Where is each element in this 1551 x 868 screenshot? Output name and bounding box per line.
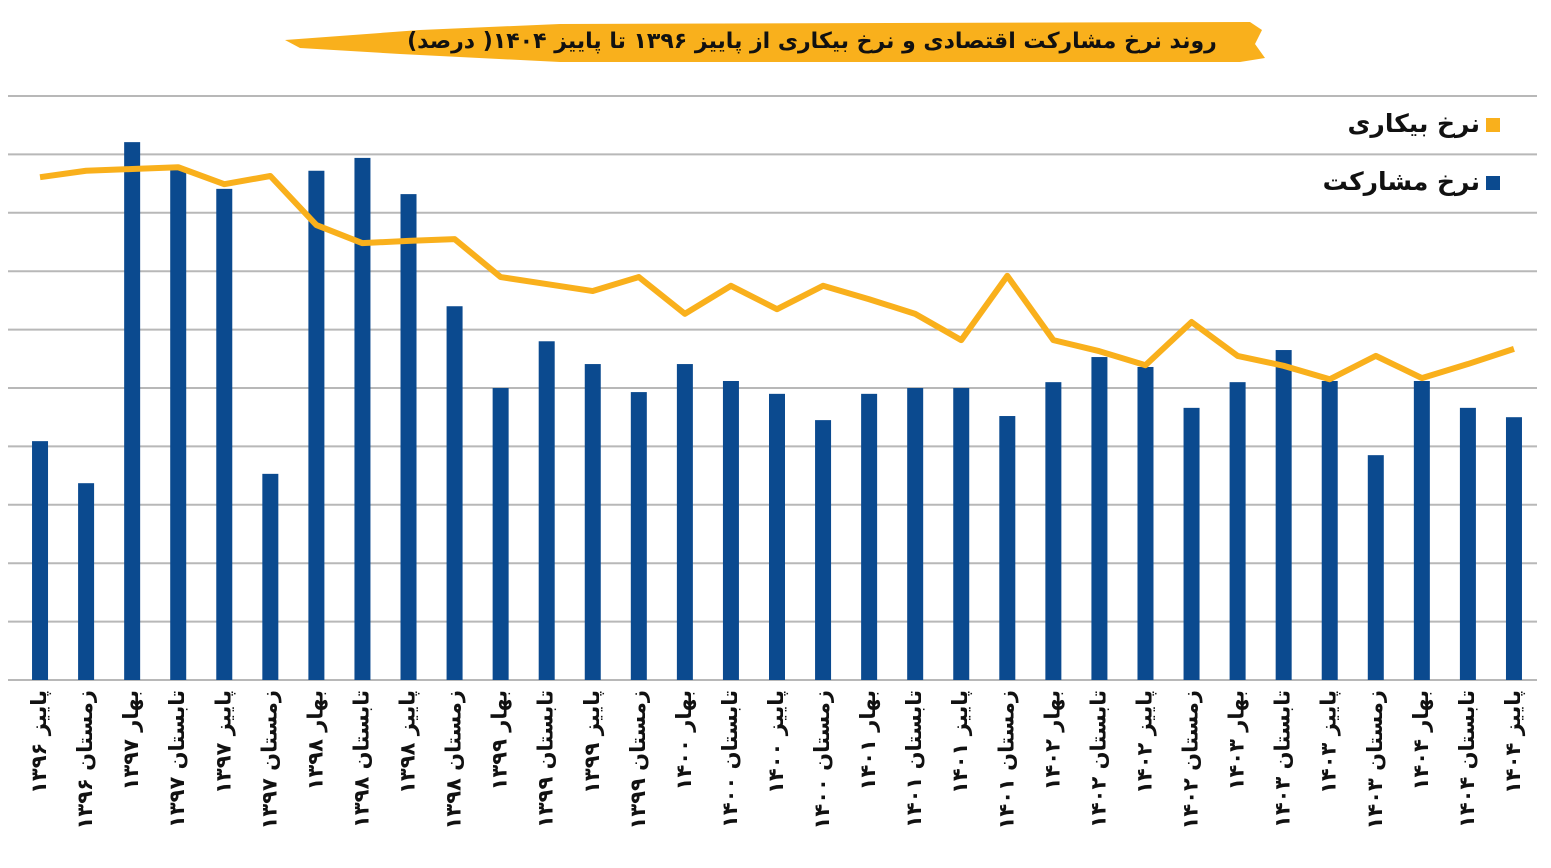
bar xyxy=(354,157,371,681)
bar xyxy=(262,473,279,680)
bar xyxy=(1091,357,1108,680)
title-banner xyxy=(285,22,1265,62)
bar xyxy=(1367,455,1384,680)
x-tick-label: زمستان ۱۳۹۶ xyxy=(73,690,97,829)
x-tick-label: پاییز ۱۳۹۹ xyxy=(580,690,604,794)
bar xyxy=(216,188,233,680)
x-tick-label: پاییز ۱۳۹۸ xyxy=(396,690,420,794)
bar xyxy=(1321,380,1338,680)
bar xyxy=(769,393,785,680)
bar xyxy=(124,142,141,681)
bar xyxy=(400,194,417,680)
x-tick-label: زمستان ۱۴۰۰ xyxy=(810,690,834,829)
bar xyxy=(999,416,1016,680)
x-tick-label: پاییز ۱۴۰۱ xyxy=(948,690,972,794)
x-tick-label: بهار ۱۴۰۰ xyxy=(672,690,696,790)
bar xyxy=(308,170,325,680)
x-tick-label: تابستان ۱۴۰۳ xyxy=(1271,690,1295,828)
x-tick-label: پاییز ۱۴۰۴ xyxy=(1501,690,1525,794)
bar xyxy=(538,341,555,680)
x-tick-label: تابستان ۱۴۰۴ xyxy=(1455,690,1479,828)
bar xyxy=(1275,350,1292,680)
x-tick-label: بهار ۱۴۰۲ xyxy=(1040,690,1064,790)
bar xyxy=(1413,380,1430,680)
bar xyxy=(861,393,878,680)
x-tick-label: بهار ۱۳۹۹ xyxy=(488,690,512,790)
x-tick-label: بهار ۱۳۹۷ xyxy=(119,690,143,790)
bar xyxy=(1137,366,1154,680)
x-tick-label: زمستان ۱۳۹۸ xyxy=(442,690,466,829)
line xyxy=(39,164,1515,383)
legend-swatch xyxy=(1486,176,1500,190)
bar xyxy=(907,388,924,680)
x-tick-label: زمستان ۱۴۰۲ xyxy=(1179,690,1203,829)
x-tick-label: تابستان ۱۴۰۱ xyxy=(902,690,926,828)
x-tick-label: پاییز ۱۴۰۲ xyxy=(1132,690,1156,794)
bar xyxy=(1229,382,1246,680)
bar xyxy=(815,420,832,680)
bar xyxy=(676,364,693,680)
bar xyxy=(32,441,49,680)
x-tick-label: بهار ۱۴۰۱ xyxy=(856,690,880,790)
bar xyxy=(584,364,601,680)
x-tick-label: تابستان ۱۳۹۷ xyxy=(165,690,189,828)
x-tick-label: بهار ۱۴۰۳ xyxy=(1225,690,1249,790)
x-tick-label: بهار ۱۳۹۸ xyxy=(303,690,327,790)
x-tick-label: تابستان ۱۳۹۸ xyxy=(349,690,373,828)
x-tick-label: زمستان ۱۴۰۱ xyxy=(994,690,1018,829)
x-tick-label: پاییز ۱۳۹۶ xyxy=(27,690,51,794)
x-tick-label: تابستان ۱۳۹۹ xyxy=(534,690,558,828)
bar xyxy=(1459,407,1476,680)
x-tick-label: زمستان ۱۳۹۷ xyxy=(257,690,281,829)
bar xyxy=(722,380,739,680)
bar xyxy=(78,483,95,680)
bar xyxy=(446,306,463,680)
x-tick-label: بهار ۱۴۰۴ xyxy=(1409,690,1433,790)
legend-label: نرخ مشارکت xyxy=(1323,167,1480,197)
x-tick-label: تابستان ۱۴۰۰ xyxy=(718,690,742,828)
x-tick-label: زمستان ۱۳۹۹ xyxy=(626,690,650,829)
bar xyxy=(1183,407,1200,680)
bar xyxy=(630,392,647,680)
x-tick-label: پاییز ۱۴۰۳ xyxy=(1317,690,1341,794)
bar xyxy=(492,388,509,680)
x-tick-label: زمستان ۱۴۰۳ xyxy=(1363,690,1387,829)
x-tick-label: تابستان ۱۴۰۲ xyxy=(1086,690,1110,828)
x-tick-label: پاییز ۱۳۹۷ xyxy=(211,690,235,794)
bar xyxy=(1045,382,1062,680)
x-tick-label: پاییز ۱۴۰۰ xyxy=(764,690,788,794)
legend-swatch xyxy=(1486,118,1500,132)
chart-title: روند نرخ مشارکت اقتصادی و نرخ بیکاری از … xyxy=(407,29,1217,54)
legend-label: نرخ بیکاری xyxy=(1348,109,1480,139)
bar xyxy=(953,388,970,680)
bar xyxy=(170,167,187,680)
bar xyxy=(1505,417,1522,680)
